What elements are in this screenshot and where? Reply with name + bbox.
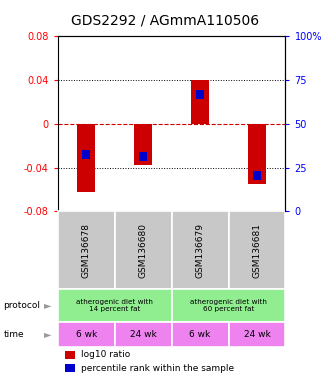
Bar	[115, 322, 172, 347]
Bar	[77, 124, 95, 192]
Bar	[248, 124, 266, 184]
Text: ►: ►	[44, 300, 51, 310]
Bar	[228, 211, 285, 289]
Bar	[172, 322, 228, 347]
Text: time: time	[3, 330, 24, 339]
Text: GDS2292 / AGmmA110506: GDS2292 / AGmmA110506	[71, 13, 259, 27]
Text: percentile rank within the sample: percentile rank within the sample	[81, 364, 234, 373]
Text: 24 wk: 24 wk	[130, 330, 156, 339]
Bar	[65, 351, 75, 359]
Bar	[82, 150, 90, 159]
Bar	[58, 322, 115, 347]
Text: GSM136679: GSM136679	[196, 223, 205, 278]
Bar	[65, 364, 75, 372]
Text: log10 ratio: log10 ratio	[81, 350, 130, 359]
Bar	[115, 211, 172, 289]
Bar	[172, 289, 285, 322]
Bar	[172, 211, 228, 289]
Bar	[139, 152, 148, 161]
Text: 6 wk: 6 wk	[189, 330, 211, 339]
Bar	[253, 171, 261, 180]
Bar	[228, 322, 285, 347]
Bar	[196, 90, 204, 99]
Text: protocol: protocol	[3, 301, 40, 310]
Bar	[191, 80, 209, 124]
Text: atherogenic diet with
60 percent fat: atherogenic diet with 60 percent fat	[190, 299, 267, 312]
Bar	[134, 124, 152, 166]
Bar	[58, 211, 115, 289]
Text: GSM136681: GSM136681	[252, 223, 261, 278]
Text: GSM136680: GSM136680	[139, 223, 148, 278]
Text: atherogenic diet with
14 percent fat: atherogenic diet with 14 percent fat	[76, 299, 153, 312]
Text: 24 wk: 24 wk	[244, 330, 270, 339]
Text: 6 wk: 6 wk	[76, 330, 97, 339]
Text: GSM136678: GSM136678	[82, 223, 91, 278]
Text: ►: ►	[44, 329, 51, 339]
Bar	[58, 289, 172, 322]
